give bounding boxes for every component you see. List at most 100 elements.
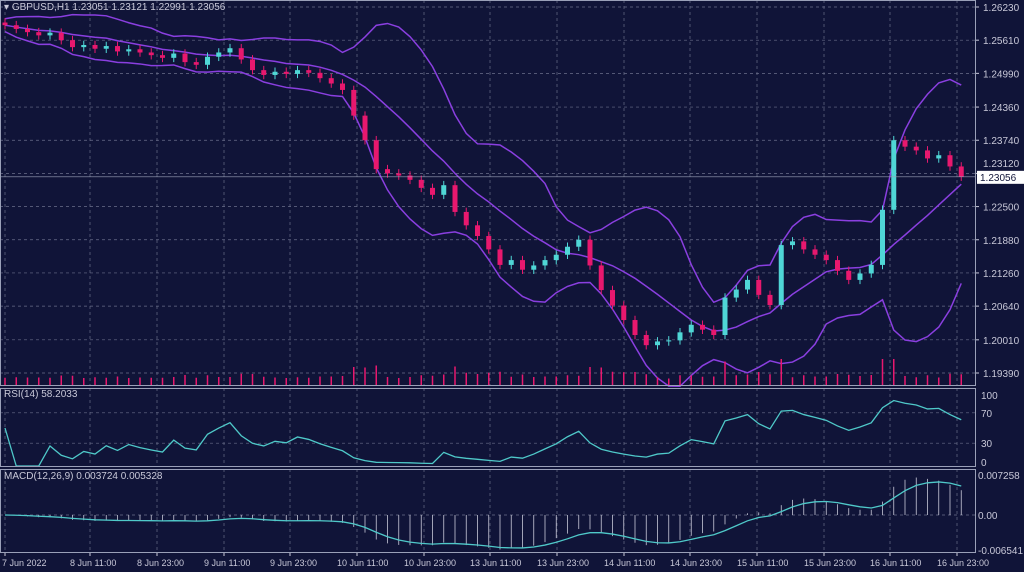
candle-bear <box>756 279 762 295</box>
rsi-title: RSI(14) 58.2033 <box>4 389 78 400</box>
candle-bear <box>430 187 435 195</box>
candle-bull <box>790 241 795 246</box>
candle-bull <box>272 71 278 75</box>
candle-bull <box>227 48 233 53</box>
candle-bear <box>58 32 64 41</box>
time-tick-label: 14 Jun 11:00 <box>604 558 655 568</box>
candle-bear <box>610 290 615 306</box>
candle-bear <box>700 324 705 330</box>
candle-bear <box>148 52 154 56</box>
candle-bull <box>655 341 660 346</box>
candle-bull <box>81 44 87 48</box>
bollinger-lower <box>4 30 962 388</box>
candle-bull <box>295 70 300 74</box>
time-tick-label: 10 Jun 23:00 <box>404 558 456 568</box>
price-tick-label: 1.24990 <box>983 69 1020 80</box>
current-price-label: 1.23056 <box>980 173 1017 184</box>
candle-bear <box>385 169 390 174</box>
macd-signal-line <box>4 481 962 549</box>
time-tick-label: 8 Jun 11:00 <box>70 558 116 568</box>
time-tick-label: 13 Jun 23:00 <box>537 558 589 568</box>
time-tick-label: 15 Jun 23:00 <box>804 558 856 568</box>
candle-bull <box>677 332 683 341</box>
candle-bull <box>745 279 750 290</box>
candle-bear <box>362 115 368 141</box>
candle-bull <box>531 265 537 270</box>
candle-bear <box>36 32 42 36</box>
candle-bear <box>160 55 165 58</box>
candle-bear <box>925 150 930 159</box>
candle-bull <box>576 239 582 247</box>
macd-tick-label: 0.007258 <box>978 471 1020 482</box>
candle-bear <box>261 70 267 75</box>
rsi-tick-label: 30 <box>981 439 993 450</box>
candle-bull <box>868 264 874 274</box>
rsi-tick-label: 0 <box>981 458 987 469</box>
time-tick-label: 15 Jun 11:00 <box>737 558 788 568</box>
candle-bull <box>880 209 885 265</box>
macd-title: MACD(12,26,9) 0.003724 0.005328 <box>4 471 163 482</box>
candle-bear <box>767 294 773 306</box>
candle-bear <box>306 70 312 73</box>
rsi-line <box>4 399 962 467</box>
price-tick-label: 1.19390 <box>983 369 1020 380</box>
macd-tick-label: 0.00 <box>978 511 998 522</box>
candle-bull <box>857 273 863 280</box>
candle-bear <box>92 44 98 49</box>
candle-bear <box>396 173 402 176</box>
candle-bull <box>666 340 672 342</box>
candle-bear <box>328 78 334 84</box>
candle-bull <box>205 56 210 65</box>
candle-bull <box>722 297 728 336</box>
candle-bear <box>823 254 829 261</box>
candle-bull <box>553 254 559 261</box>
price-tick-label: 1.23120 <box>983 159 1020 170</box>
rsi-tick-label: 70 <box>981 409 993 420</box>
time-tick-label: 9 Jun 23:00 <box>270 558 317 568</box>
candle-bear <box>812 249 818 255</box>
candle-bear <box>497 249 503 265</box>
candle-bear <box>182 53 188 63</box>
candle-bear <box>621 305 627 321</box>
candle-bear <box>193 62 199 65</box>
bollinger-middle <box>4 24 962 332</box>
candle-bear <box>835 260 840 271</box>
candle-bull <box>891 140 897 210</box>
candle-bear <box>137 49 143 53</box>
panel-border <box>0 0 976 386</box>
candle-bear <box>418 179 424 188</box>
price-tick-label: 1.22500 <box>983 203 1020 214</box>
time-tick-label: 7 Jun 2022 <box>2 558 47 568</box>
candle-bull <box>171 53 177 58</box>
candle-bear <box>317 72 323 79</box>
candle-bear <box>486 236 492 250</box>
time-tick-label: 16 Jun 23:00 <box>937 558 989 568</box>
candle-bull <box>508 260 514 265</box>
price-tick-label: 1.20010 <box>983 336 1020 347</box>
time-tick-label: 13 Jun 11:00 <box>470 558 521 568</box>
candle-bear <box>407 175 413 180</box>
candle-bull <box>441 185 447 195</box>
candle-bull <box>216 52 222 57</box>
panel-border <box>0 388 976 467</box>
collapse-triangle-icon[interactable]: ▾ <box>4 2 10 13</box>
candle-bull <box>103 46 109 49</box>
candle-bear <box>598 265 604 291</box>
price-tick-label: 1.25610 <box>983 36 1020 47</box>
candle-bear <box>913 146 919 151</box>
candle-bear <box>801 241 807 250</box>
candle-bear <box>250 59 255 71</box>
candle-bear <box>283 71 289 74</box>
candle-bull <box>126 49 132 52</box>
price-tick-label: 1.26230 <box>983 3 1020 14</box>
candle-bull <box>565 246 570 255</box>
candle-bull <box>936 155 942 159</box>
bollinger-upper <box>4 13 962 304</box>
candle-bear <box>947 155 953 167</box>
candle-bear <box>846 270 852 280</box>
candle-bull <box>778 245 784 306</box>
candle-bear <box>520 260 525 270</box>
candle-bear <box>475 225 480 237</box>
symbol-title: ▾ GBPUSD,H1 1.23051 1.23121 1.22991 1.23… <box>4 2 226 13</box>
